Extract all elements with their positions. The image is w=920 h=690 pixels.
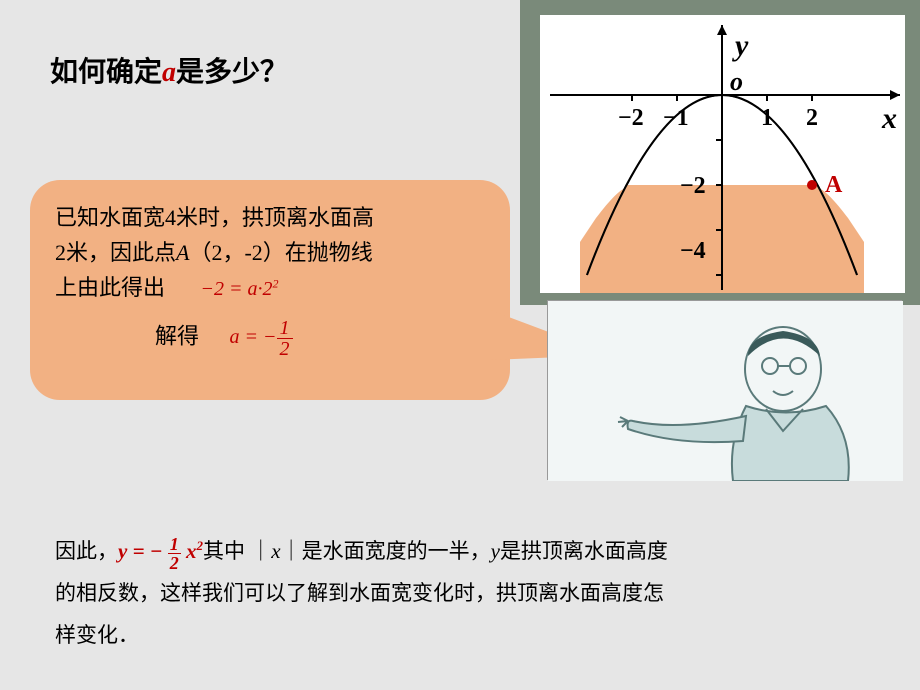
x-axis-label: x: [881, 102, 897, 135]
callout-line1: 已知水面宽4米时，拱顶离水面高: [55, 200, 485, 235]
svg-text:1: 1: [761, 105, 773, 131]
svg-text:−1: −1: [663, 105, 689, 131]
point-a-marker: [807, 180, 817, 190]
y-axis-label: y: [732, 29, 749, 62]
title-prefix: 如何确定: [50, 57, 162, 88]
point-a-label: A: [825, 172, 843, 198]
svg-text:−4: −4: [680, 238, 706, 264]
origin-label: o: [730, 67, 743, 96]
callout-line3: 上由此得出 −2 = a·22: [55, 270, 485, 305]
parabola-graph: y o x −2 −1 1 2 −2 −4 A: [520, 0, 920, 305]
svg-text:−2: −2: [680, 173, 706, 199]
slide-title: 如何确定a是多少？: [50, 50, 288, 90]
title-variable: a: [162, 57, 176, 88]
explanation-callout: 已知水面宽4米时，拱顶离水面高 2米，因此点A（2，-2）在抛物线 上由此得出 …: [30, 180, 510, 400]
callout-line2: 2米，因此点A（2，-2）在抛物线: [55, 235, 485, 270]
title-suffix: 是多少？: [176, 57, 288, 88]
teacher-illustration: [547, 300, 902, 480]
svg-text:−2: −2: [618, 105, 644, 131]
conclusion-text: 因此，y = − 12 x2其中 ｜x｜是水面宽度的一半，y是拱顶离水面高度 的…: [55, 530, 865, 656]
equation-result: a = −12: [230, 318, 293, 359]
solve-line: 解得 a = −12: [155, 318, 485, 359]
svg-text:2: 2: [806, 105, 818, 131]
equation-substitution: −2 = a·22: [201, 273, 279, 305]
